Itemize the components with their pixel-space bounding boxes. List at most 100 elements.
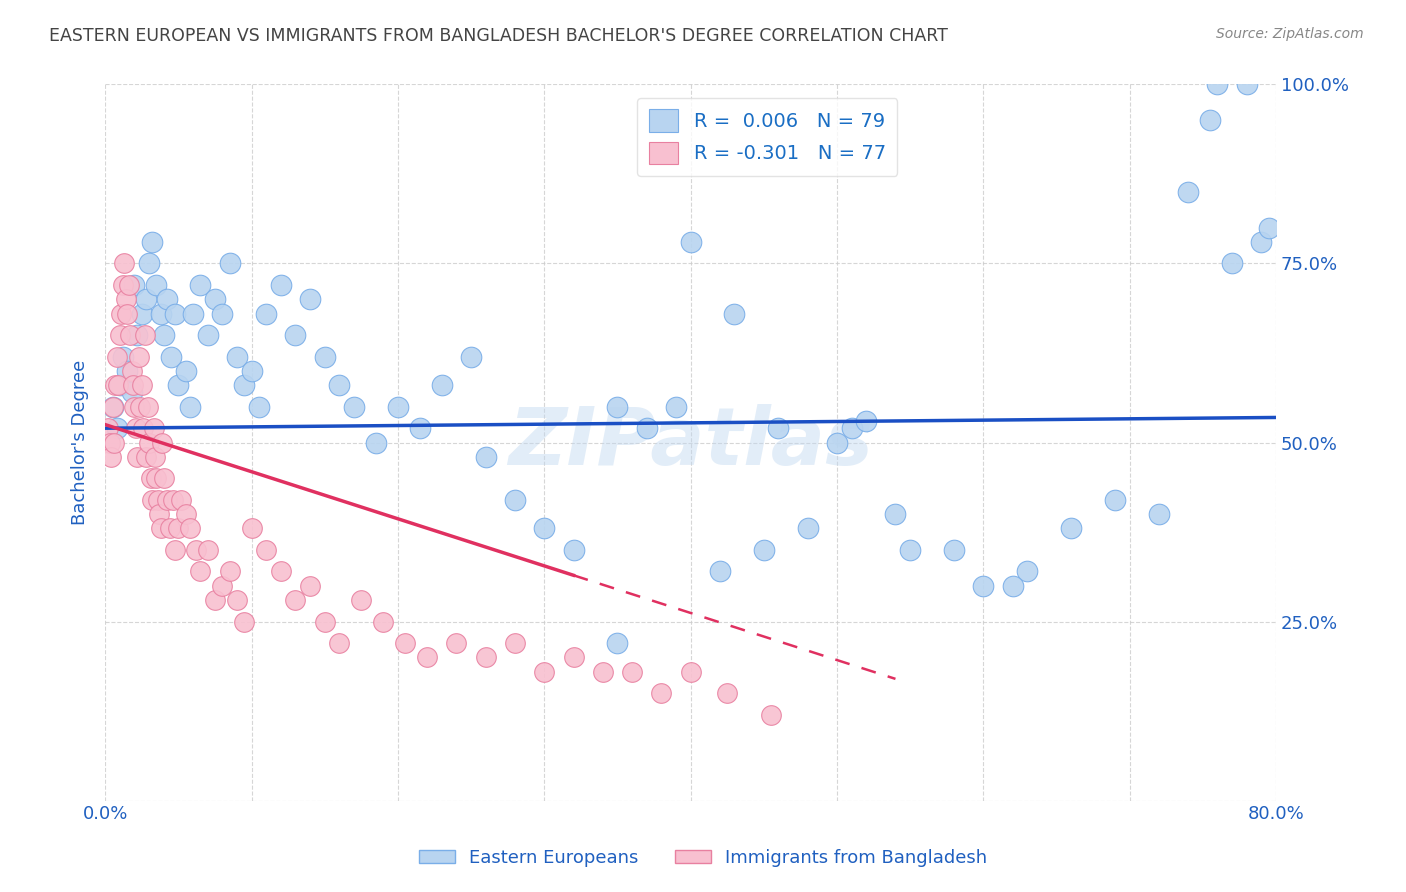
Point [121,385,143,400]
Point [841,421,863,435]
Point [138,256,160,270]
Point [299,293,322,307]
Point [533,665,555,679]
Point [650,686,672,700]
Point [143,450,166,464]
Point [606,400,628,414]
Point [270,277,292,292]
Point [716,686,738,700]
Point [1017,565,1039,579]
Point [1001,579,1024,593]
Point [592,665,614,679]
Text: Source: ZipAtlas.com: Source: ZipAtlas.com [1216,27,1364,41]
Point [167,378,190,392]
Point [503,492,526,507]
Point [134,328,156,343]
Point [636,421,658,435]
Point [364,435,387,450]
Point [156,293,179,307]
Point [111,350,134,364]
Point [112,256,135,270]
Point [247,400,270,414]
Point [1250,235,1272,249]
Point [174,364,197,378]
Point [562,650,585,665]
Point [152,328,174,343]
Point [179,521,201,535]
Point [152,471,174,485]
Point [240,521,263,535]
Point [98,435,121,450]
Point [115,307,138,321]
Point [146,492,169,507]
Point [314,615,336,629]
Point [132,421,155,435]
Point [430,378,453,392]
Point [145,471,167,485]
Point [1177,185,1199,199]
Point [141,492,163,507]
Point [240,364,263,378]
Point [343,400,366,414]
Point [759,707,782,722]
Point [1257,220,1279,235]
Point [104,378,127,392]
Point [129,400,152,414]
Point [254,307,277,321]
Point [121,364,143,378]
Point [188,277,211,292]
Point [174,507,197,521]
Point [165,543,187,558]
Point [105,421,128,435]
Point [136,400,159,414]
Point [160,350,183,364]
Point [314,350,336,364]
Point [124,400,146,414]
Point [179,400,201,414]
Point [328,378,350,392]
Point [621,665,644,679]
Point [226,350,249,364]
Point [226,593,249,607]
Point [128,350,150,364]
Point [159,521,181,535]
Point [855,414,877,428]
Point [184,543,207,558]
Point [149,521,172,535]
Point [135,450,157,464]
Point [328,636,350,650]
Point [197,543,219,558]
Y-axis label: Bachelor's Degree: Bachelor's Degree [72,359,89,525]
Point [204,293,226,307]
Point [108,378,131,392]
Point [124,277,146,292]
Point [416,650,439,665]
Point [138,435,160,450]
Point [796,521,818,535]
Point [387,400,409,414]
Point [149,307,172,321]
Point [167,521,190,535]
Point [101,400,124,414]
Point [111,277,134,292]
Point [135,293,157,307]
Point [107,378,129,392]
Point [131,378,153,392]
Legend: R =  0.006   N = 79, R = -0.301   N = 77: R = 0.006 N = 79, R = -0.301 N = 77 [637,98,897,176]
Point [474,650,496,665]
Point [142,421,165,435]
Point [204,593,226,607]
Point [254,543,277,558]
Point [148,507,170,521]
Point [884,507,907,521]
Point [409,421,432,435]
Point [117,277,139,292]
Point [898,543,921,558]
Point [679,235,702,249]
Point [373,615,395,629]
Point [299,579,322,593]
Text: ZIPatlas: ZIPatlas [508,403,873,482]
Point [1147,507,1170,521]
Point [127,328,149,343]
Point [233,615,256,629]
